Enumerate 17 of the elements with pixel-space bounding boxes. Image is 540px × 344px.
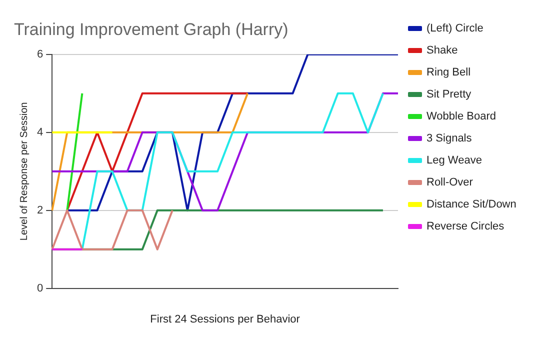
y-tick-label: 4 [36,126,44,138]
legend-label: Leg Weave [426,154,482,167]
legend-label: Shake [426,44,458,57]
legend-label: Distance Sit/Down [426,198,516,211]
legend-label: Roll-Over [426,176,474,189]
legend-label: (Left) Circle [426,22,484,35]
legend-label: Ring Bell [426,66,471,79]
x-axis-title: First 24 Sessions per Behavior [150,313,300,326]
chart-title: Training Improvement Graph (Harry) [14,20,288,39]
legend-label: 3 Signals [426,132,472,145]
legend-label: Sit Pretty [426,88,472,101]
legend-label: Wobble Board [426,110,496,123]
y-axis-title: Level of Response per Session [18,102,30,241]
y-tick-label: 0 [36,282,44,294]
y-tick-label: 6 [36,48,44,60]
legend-label: Reverse Circles [426,220,505,233]
y-tick-label: 2 [36,204,44,216]
